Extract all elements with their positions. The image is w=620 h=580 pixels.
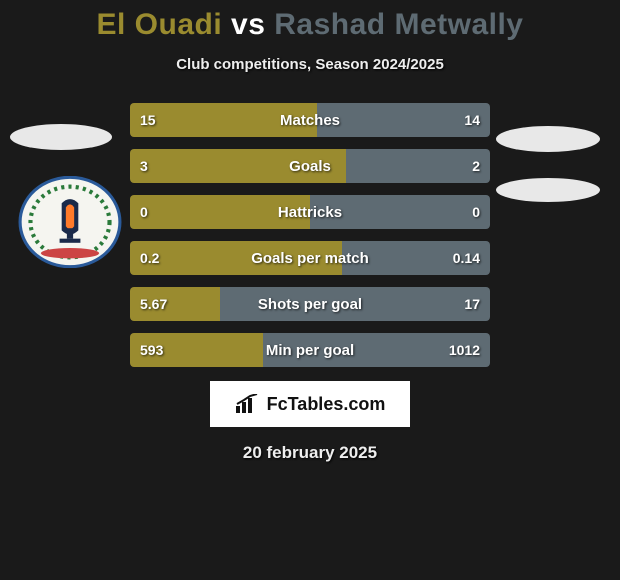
stat-label: Matches (130, 103, 490, 137)
brand-text: FcTables.com (267, 394, 386, 415)
comparison-title: El Ouadi vs Rashad Metwally (0, 8, 620, 42)
player1-name: El Ouadi (97, 8, 223, 41)
subtitle: Club competitions, Season 2024/2025 (0, 56, 620, 73)
stat-label: Hattricks (130, 195, 490, 229)
club-crest-icon (18, 176, 122, 268)
fctables-logo-icon (235, 394, 261, 414)
stat-label: Shots per goal (130, 287, 490, 321)
stat-label: Goals (130, 149, 490, 183)
stat-row: 1514Matches (130, 103, 490, 137)
stats-comparison: 1514Matches 32Goals 00Hattricks 0.20.14Goal… (130, 103, 490, 367)
player1-badge-placeholder (10, 124, 112, 150)
player2-badge-placeholder-2 (496, 178, 600, 202)
player2-name: Rashad Metwally (274, 8, 523, 41)
stat-row: 5931012Min per goal (130, 333, 490, 367)
player2-badge-placeholder-1 (496, 126, 600, 152)
vs-separator: vs (231, 8, 265, 41)
stat-row: 5.6717Shots per goal (130, 287, 490, 321)
date-stamp: 20 february 2025 (0, 443, 620, 463)
stat-label: Goals per match (130, 241, 490, 275)
brand-badge: FcTables.com (210, 381, 410, 427)
stat-row: 00Hattricks (130, 195, 490, 229)
stat-row: 32Goals (130, 149, 490, 183)
stat-label: Min per goal (130, 333, 490, 367)
stat-row: 0.20.14Goals per match (130, 241, 490, 275)
